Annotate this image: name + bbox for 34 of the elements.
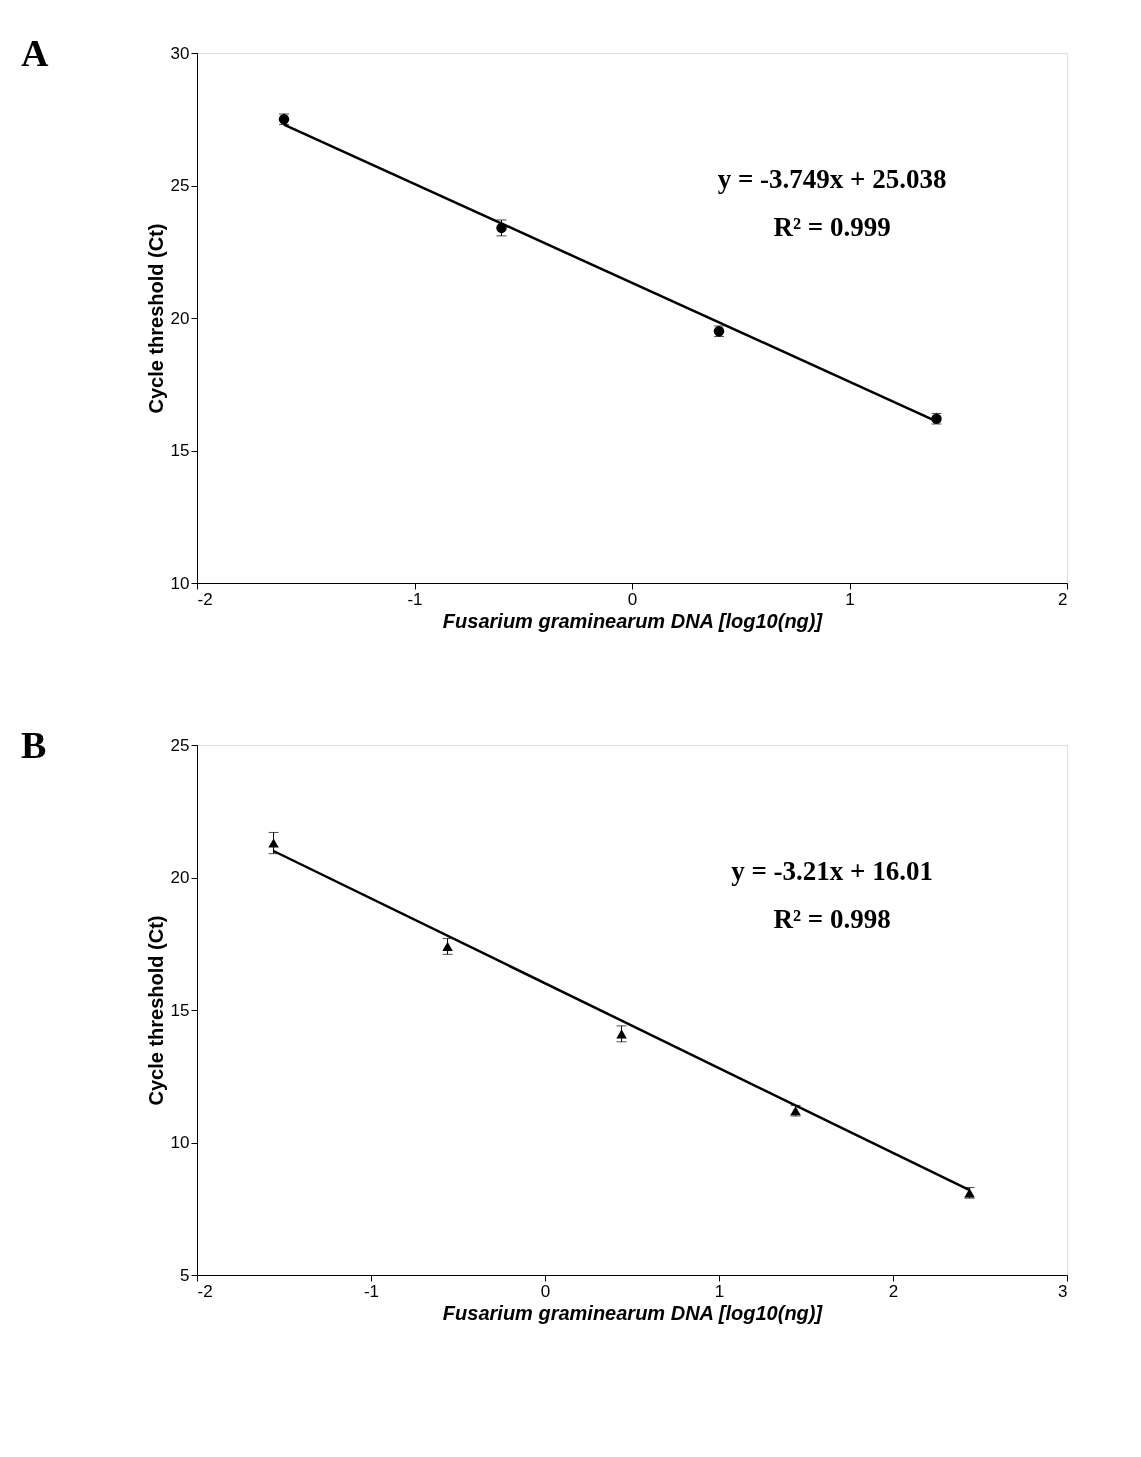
annotation: y = -3.749x + 25.038 [717,164,947,195]
annotation: y = -3.21x + 16.01 [731,856,933,887]
x-tick-label: 2 [1058,589,1068,609]
annotation: R² = 0.998 [773,903,891,934]
point [268,838,279,848]
y-tick-label: 15 [170,1000,190,1020]
x-axis-title: Fusarium graminearum DNA [log10(ng)] [442,609,824,632]
y-tick-label: 20 [170,868,190,887]
y-tick-label: 25 [170,176,190,195]
x-tick-label: 0 [540,1281,551,1301]
x-tick-label: -1 [407,589,423,609]
x-tick-label: 3 [1058,1281,1068,1301]
annotation: R² = 0.999 [773,211,891,242]
y-tick-label: 10 [170,573,190,593]
x-tick-label: -1 [363,1281,380,1301]
x-tick-label: 1 [845,589,855,609]
y-tick-label: 25 [170,735,190,755]
point [442,941,453,951]
y-tick-label: 10 [170,1133,190,1152]
x-tick-label: 0 [627,589,638,609]
y-tick-label: 30 [170,43,190,63]
chart-title: B [21,724,47,766]
point [616,1029,627,1039]
x-axis-title: Fusarium graminearum DNA [log10(ng)] [442,1301,824,1324]
y-tick-label: 5 [180,1265,190,1285]
y-axis-title: Cycle threshold (Ct) [144,915,167,1106]
y-tick-label: 20 [170,308,190,328]
x-tick-label: -2 [197,1281,213,1301]
x-tick-label: -2 [197,589,213,609]
chart-title: A [21,32,50,74]
y-tick-label: 15 [170,441,190,460]
y-axis-title: Cycle threshold (Ct) [144,223,167,414]
x-tick-label: 2 [888,1281,899,1301]
x-tick-label: 1 [714,1281,725,1301]
